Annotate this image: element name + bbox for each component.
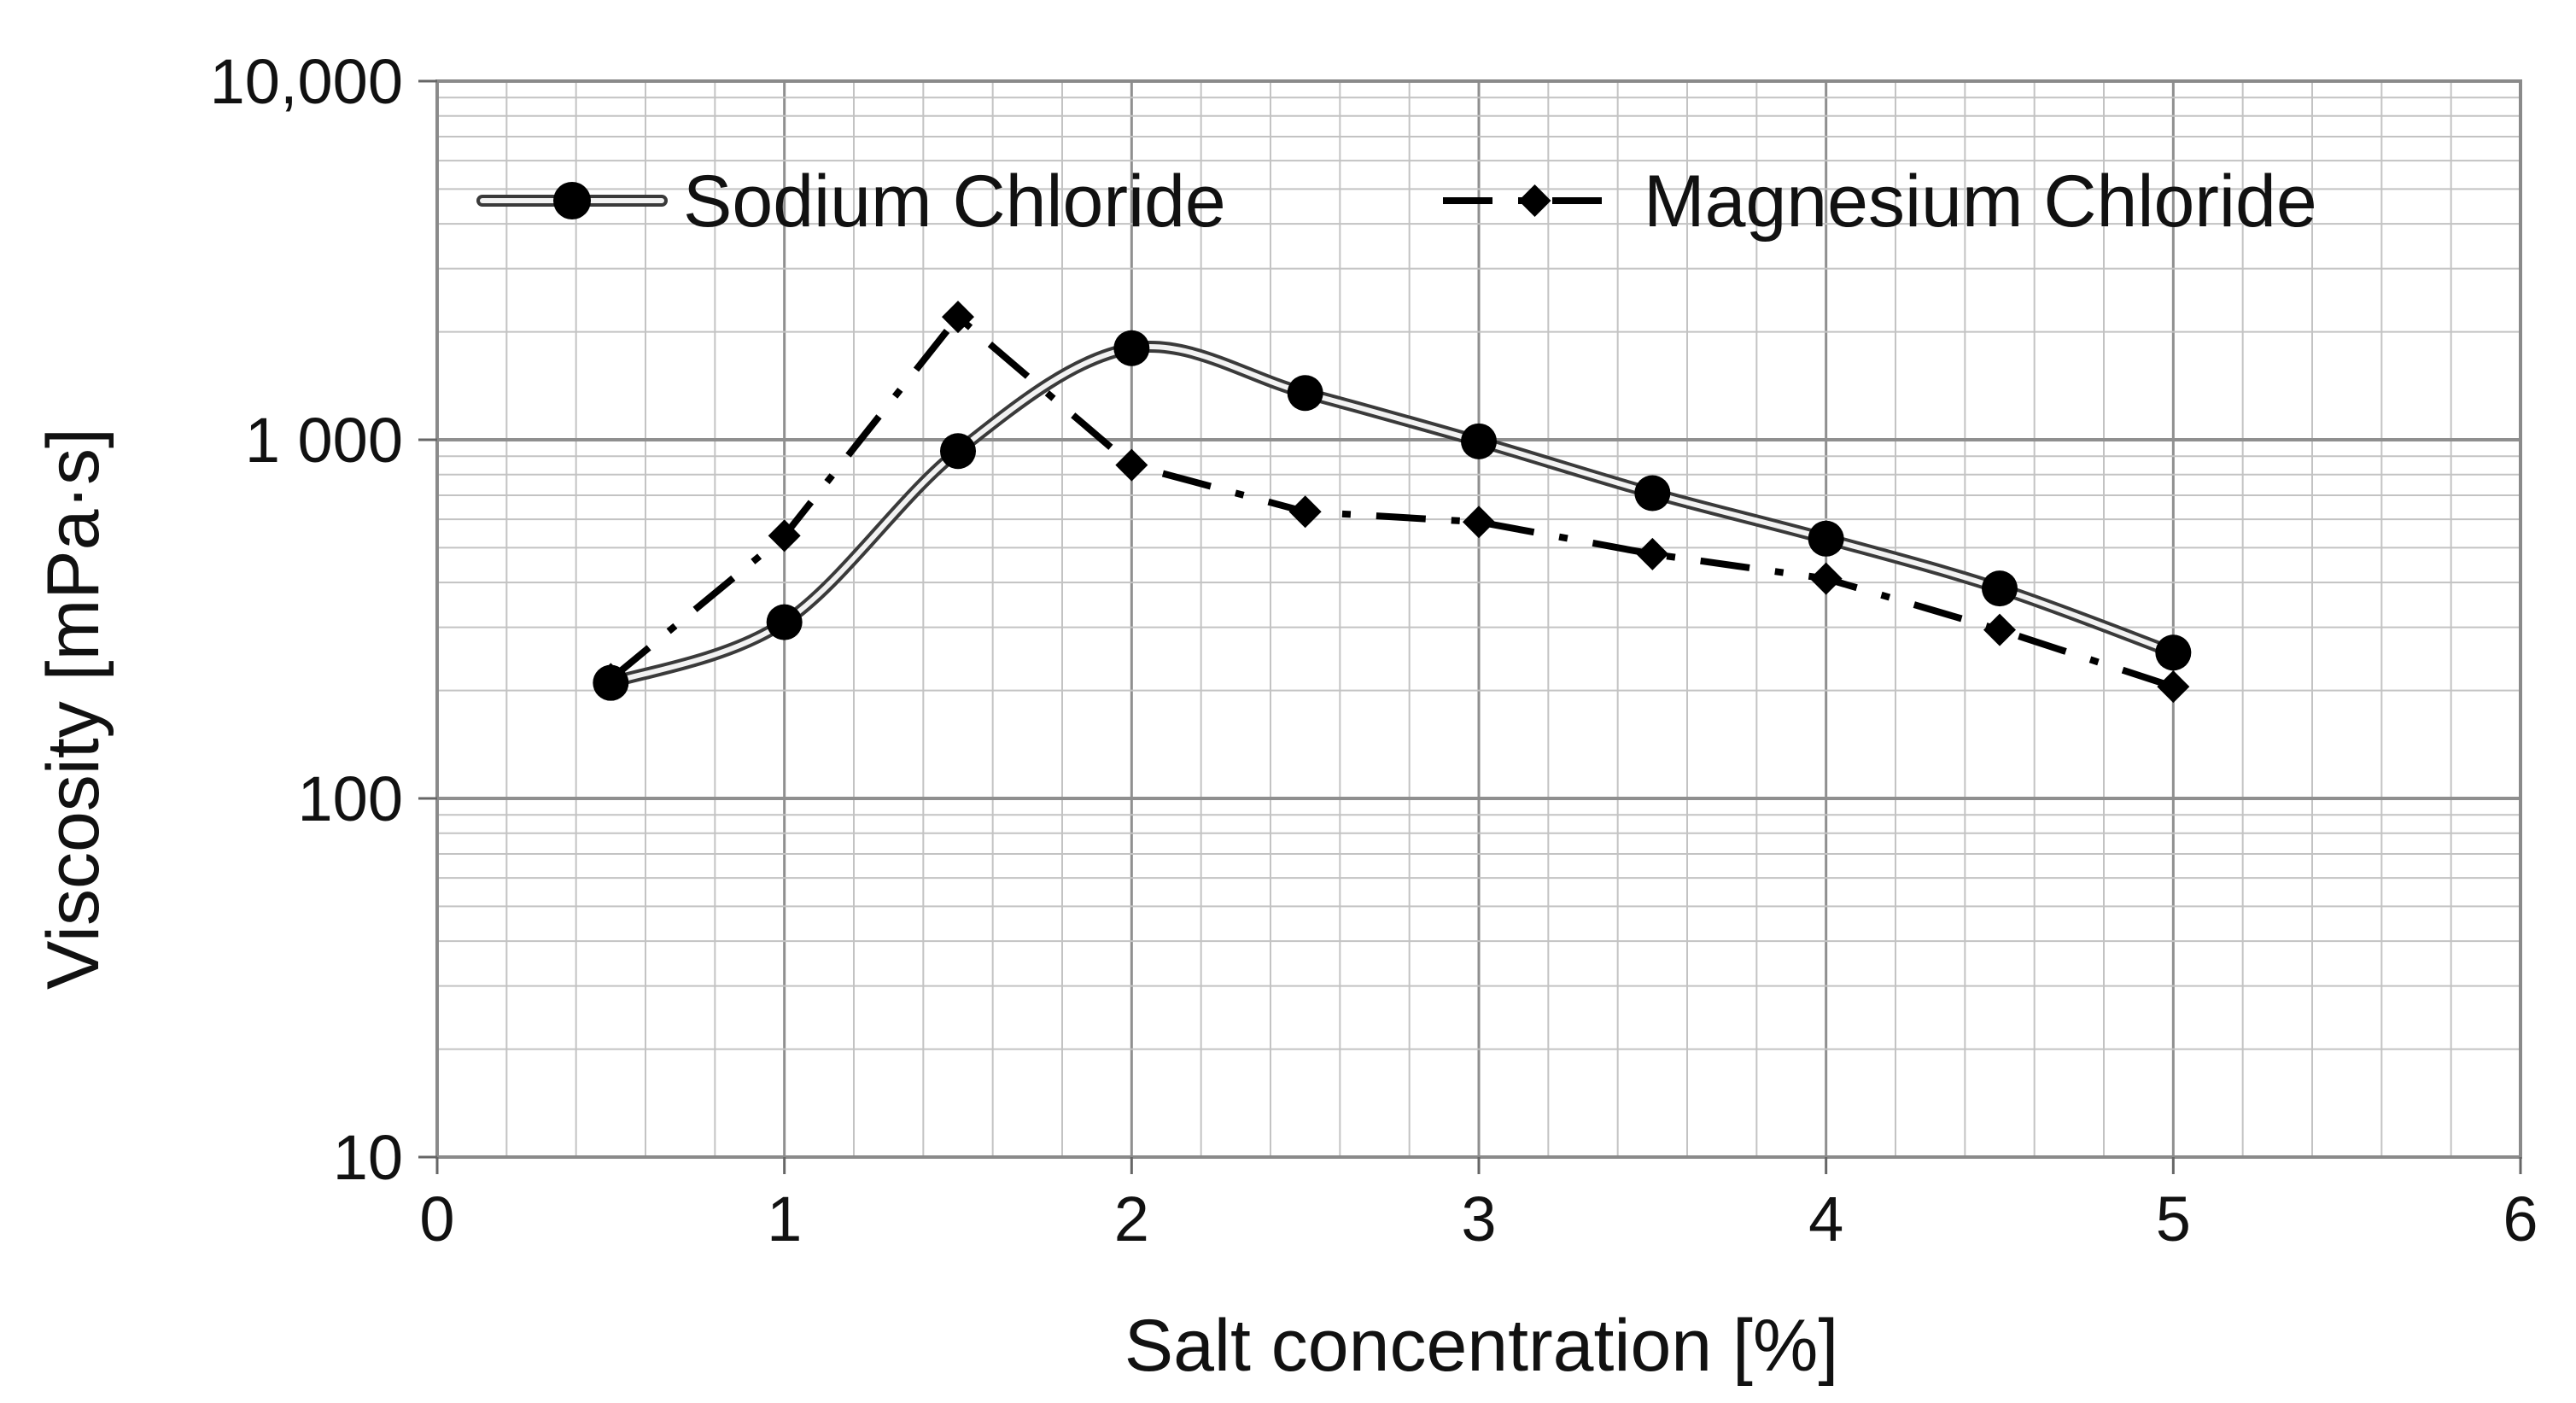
diamond-marker <box>1809 562 1843 595</box>
circle-marker <box>2155 634 2192 671</box>
diamond-marker <box>1115 448 1148 482</box>
grid <box>435 81 2522 1159</box>
diamond-marker <box>1636 537 1669 570</box>
diamond-marker <box>594 663 628 696</box>
legend: Sodium Chloride Magnesium Chloride <box>476 161 2317 243</box>
diamond-marker <box>1983 613 2016 646</box>
legend-label: Magnesium Chloride <box>1644 161 2317 243</box>
x-tick-label: 3 <box>1461 1184 1496 1254</box>
series-0-line-inner <box>608 344 2176 686</box>
y-tick-label: 100 <box>298 763 403 834</box>
x-tick-label: 5 <box>2156 1184 2191 1254</box>
series-1-line <box>608 313 2175 690</box>
y-axis-title: Viscosity [mPa·s] <box>32 428 114 990</box>
series-markers <box>593 301 2192 704</box>
diamond-marker <box>1463 506 1495 539</box>
circle-marker <box>1982 570 2018 607</box>
series-lines <box>605 313 2180 690</box>
circle-marker <box>1113 330 1150 366</box>
x-tick-label: 1 <box>767 1184 802 1254</box>
circle-marker <box>1634 475 1671 512</box>
legend-diamond-marker <box>1518 184 1551 217</box>
y-tick-label: 10,000 <box>210 46 403 117</box>
legend-circle-marker <box>553 182 591 219</box>
circle-marker <box>1808 520 1844 557</box>
x-tick-label: 4 <box>1808 1184 1843 1254</box>
y-tick-label: 1 000 <box>245 405 403 476</box>
axes: 0 1 2 3 4 5 6 10 100 1 000 10,000 <box>210 46 2538 1254</box>
circle-marker <box>1461 423 1497 459</box>
diamond-marker <box>2157 670 2190 704</box>
x-tick-label: 2 <box>1114 1184 1149 1254</box>
diamond-marker <box>768 519 801 552</box>
circle-marker <box>1287 375 1323 412</box>
x-tick-label: 0 <box>419 1184 454 1254</box>
legend-label: Sodium Chloride <box>683 161 1226 243</box>
diamond-marker <box>942 301 974 334</box>
y-tick-label: 10 <box>333 1122 403 1193</box>
diamond-marker <box>1288 495 1322 529</box>
x-axis-title: Salt concentration [%] <box>1124 1305 1839 1387</box>
circle-marker <box>766 604 803 640</box>
circle-marker <box>940 433 976 470</box>
x-tick-label: 6 <box>2503 1184 2538 1254</box>
